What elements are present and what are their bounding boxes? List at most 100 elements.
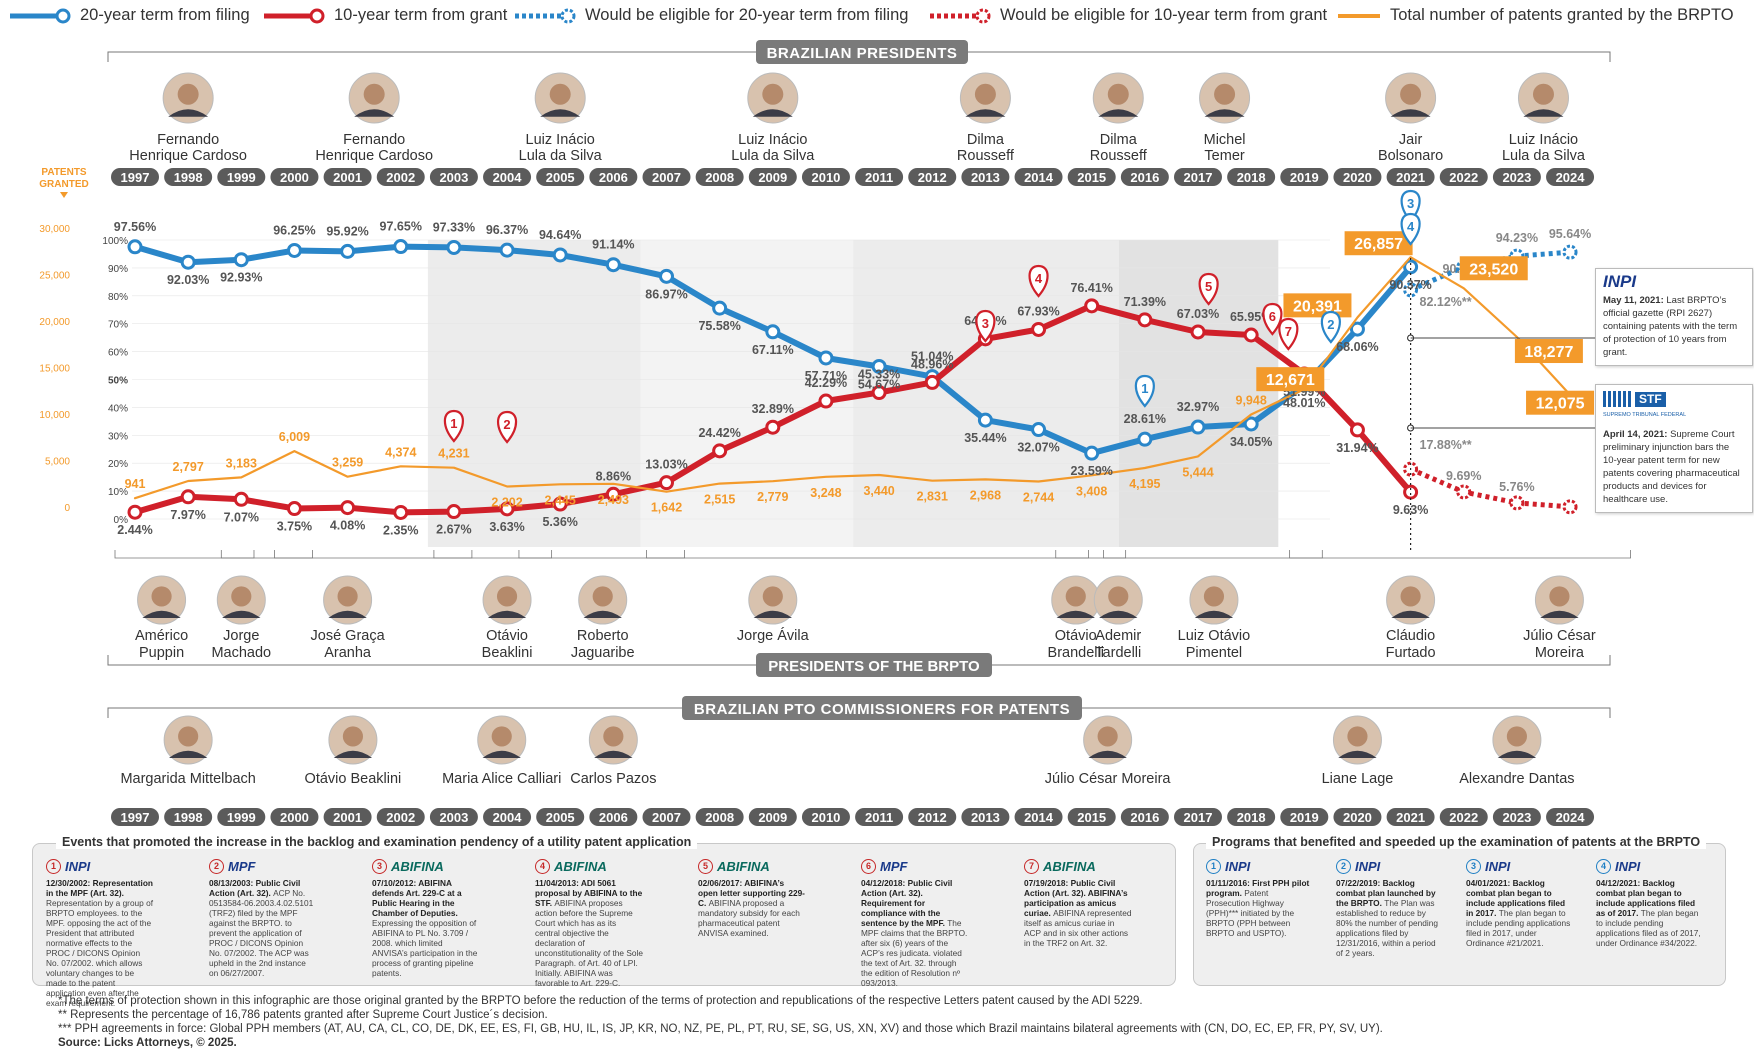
event-pin: 4 [1028, 264, 1049, 298]
y-left-tick: 100% [102, 236, 128, 247]
commissioner-avatar [1492, 715, 1542, 765]
program-card: 2 INPI 07/22/2019: Backlog combat plan lau… [1336, 859, 1444, 958]
tenure-bracket [220, 550, 313, 559]
brpto-president-name: Puppin [139, 645, 184, 661]
program-card-title: 01/11/2016: First PPH pilot program. [1206, 878, 1310, 898]
event-card: 5 ABIFINA 02/06/2017: ABIFINA’s open lette… [698, 859, 806, 938]
orange-data-label: 2,202 [491, 496, 522, 510]
series-point-0 [871, 358, 887, 374]
y-right-tick: 5,000 [45, 457, 70, 468]
brpto-president-avatar [216, 575, 266, 625]
event-pin: 1 [443, 409, 464, 443]
blue-data-label: 86.97% [645, 287, 687, 301]
side-note-stf: STF SUPREMO TRIBUNAL FEDERAL April 14, 2… [1595, 384, 1753, 513]
brpto-president-name: Tardelli [1095, 645, 1141, 661]
year-top-label: 2011 [865, 170, 893, 185]
programs-box [1193, 843, 1726, 986]
commissioner-avatar [477, 715, 527, 765]
year-top-label: 2017 [1184, 170, 1213, 185]
year-bottom-pill [1333, 808, 1382, 826]
president-name: Dilma [967, 132, 1005, 148]
red-data-label: 48.96% [911, 357, 953, 371]
red-data-label: 13.03% [645, 458, 687, 472]
president-avatar [1385, 72, 1437, 124]
series-point-0 [1031, 422, 1047, 438]
year-bottom-label: 2022 [1449, 810, 1478, 825]
year-top-label: 1998 [174, 170, 203, 185]
series-line-4 [133, 256, 1572, 500]
year-top-label: 2022 [1449, 170, 1478, 185]
legend-red: 10-year term from grant [262, 6, 507, 25]
event-number-badge: 5 [698, 859, 713, 874]
series-point-0 [233, 252, 249, 268]
year-top-label: 2006 [599, 170, 628, 185]
brpto-president-name: Jaguaribe [571, 645, 635, 661]
side-note-stf-text: Supreme Court preliminary injunction bar… [1603, 429, 1740, 505]
y-right-tick: 25,000 [39, 271, 70, 282]
blue-data-label: 28.61% [1124, 412, 1166, 426]
program-card: 3 INPI 04/01/2021: Backlog combat plan beg… [1466, 859, 1574, 948]
brpto-president-name: Furtado [1386, 645, 1436, 661]
year-bottom-label: 2019 [1290, 810, 1319, 825]
year-top-pill [1120, 168, 1169, 186]
program-number-badge: 2 [1336, 859, 1351, 874]
program-pin: 2 [1320, 310, 1341, 344]
blue-dotted-label: 94.23% [1496, 231, 1538, 245]
blue-data-label: 94.64% [539, 228, 581, 242]
year-top-pill [642, 168, 691, 186]
year-top-label: 2009 [758, 170, 787, 185]
programs-box-title: Programs that benefited and speeded up t… [1206, 835, 1707, 849]
year-bottom-pill [1492, 808, 1541, 826]
blue-data-label: 35.44% [964, 431, 1006, 445]
event-card-title: 07/19/2018: Public Civil Action (Art. 32… [1024, 878, 1128, 918]
year-top-pill [695, 168, 744, 186]
year-top-pill [908, 168, 957, 186]
tenure-bracket [646, 550, 1089, 559]
event-number-badge: 4 [535, 859, 550, 874]
blue-data-label: 32.07% [1017, 441, 1059, 455]
program-pin: 3 [1400, 189, 1421, 223]
year-top-label: 2020 [1343, 170, 1372, 185]
year-top-label: 2014 [1024, 170, 1054, 185]
year-bottom-pill [1280, 808, 1329, 826]
stf-caption: SUPREMO TRIBUNAL FEDERAL [1603, 412, 1687, 418]
orange-data-label: 2,515 [704, 493, 735, 507]
president-name: Michel [1204, 132, 1246, 148]
program-card-header: 4 INPI [1596, 859, 1704, 874]
blue-dotted-label: 95.64% [1549, 227, 1591, 241]
series-line-2 [1409, 249, 1571, 293]
year-bottom-pill [589, 808, 638, 826]
series-point-1 [871, 385, 887, 401]
year-bottom-pill [1174, 808, 1222, 826]
orange-data-label: 2,831 [917, 490, 948, 504]
year-top-pill [1546, 168, 1595, 186]
year-bottom-label: 2018 [1237, 810, 1266, 825]
commissioner-name: Alexandre Dantas [1459, 771, 1574, 787]
year-top-pill [217, 168, 266, 186]
year-bottom-pill [908, 808, 957, 826]
y-right-tick: 20,000 [39, 317, 70, 328]
brpto-president-name: Beaklini [482, 645, 533, 661]
year-top-label: 2007 [652, 170, 681, 185]
red-data-label: 4.08% [330, 519, 365, 533]
year-bottom-pill [1439, 808, 1488, 826]
program-card-body: The Plan was established to reduce by 80… [1336, 898, 1438, 958]
event-card-body: The MPF claims that the BRPTO. after six… [861, 918, 968, 988]
commissioner-name: Margarida Mittelbach [120, 771, 255, 787]
series-point-0 [127, 239, 143, 255]
red-data-label: 65.95% [1230, 310, 1272, 324]
legend-blue: 20-year term from filing [8, 6, 250, 25]
program-pin: 4 [1400, 212, 1421, 246]
footnotes: *The terms of protection shown in this i… [58, 994, 1383, 1050]
event-card-header: 1 INPI [46, 859, 154, 874]
event-org-logo: MPF [228, 858, 256, 874]
period-band [640, 240, 854, 547]
president-name: Lula da Silva [1502, 148, 1586, 164]
brpto-president-avatar [323, 575, 373, 625]
event-card-header: 5 ABIFINA [698, 859, 806, 874]
side-note-inpi-date: May 11, 2021: [1603, 295, 1664, 306]
event-org-logo: ABIFINA [1043, 858, 1096, 874]
president-name: Lula da Silva [519, 148, 603, 164]
series-point-0 [393, 239, 409, 255]
series-point-1 [286, 501, 302, 517]
